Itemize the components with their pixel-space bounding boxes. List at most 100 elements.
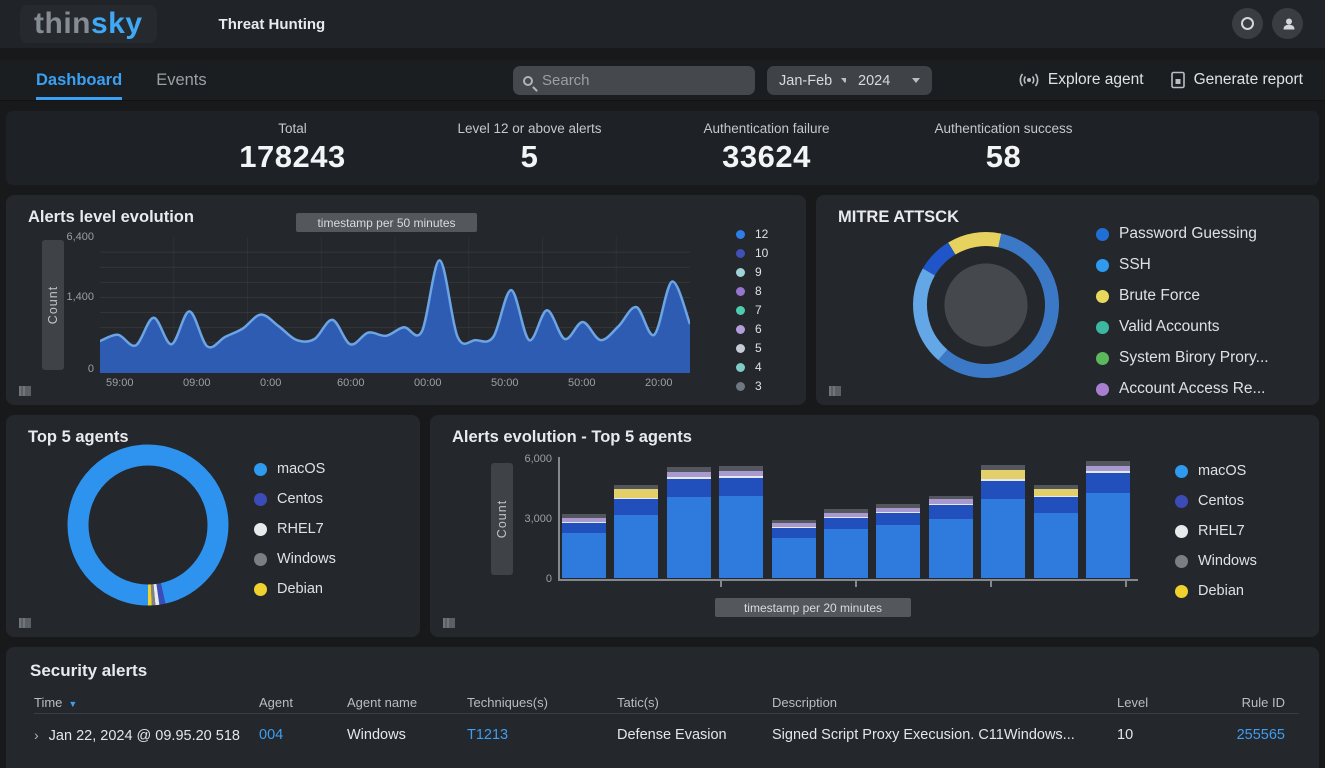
legend-item[interactable]: macOS (254, 461, 336, 477)
cell-techniques[interactable]: T1213 (467, 727, 509, 743)
legend-item[interactable]: Windows (1175, 553, 1257, 569)
bar-segment-macos (823, 528, 868, 578)
expand-row-icon[interactable]: › (34, 726, 39, 743)
bar-segment-centos (981, 480, 1026, 500)
stacked-bar[interactable] (981, 465, 1026, 578)
legend-item[interactable]: 8 (736, 284, 768, 298)
stacked-bar[interactable] (562, 514, 606, 578)
legend-item[interactable]: 6 (736, 322, 768, 336)
search-box[interactable] (513, 66, 755, 95)
broadcast-icon (1019, 73, 1039, 87)
table-row[interactable]: › Jan 22, 2024 @ 09.95.20 518 004 Windows T1… (34, 721, 1299, 749)
legend-item[interactable]: Account Access Re... (1096, 380, 1269, 398)
year-filter-dropdown[interactable]: 2024 (846, 66, 932, 95)
explore-agent-label: Explore agent (1047, 71, 1144, 88)
security-alerts-panel: Security alerts Time ▼ Agent Agent name Tech… (6, 647, 1319, 768)
column-header-time[interactable]: Time ▼ (34, 694, 78, 710)
cell-rule-id[interactable]: 255565 (1236, 727, 1285, 743)
legend-item[interactable]: 3 (736, 379, 768, 393)
legend-item[interactable]: 7 (736, 303, 768, 317)
month-filter-dropdown[interactable]: Jan-Feb (767, 66, 862, 95)
column-header-description[interactable]: Description (772, 694, 838, 710)
legend-item[interactable]: Windows (254, 551, 336, 567)
legend-item[interactable]: Valid Accounts (1096, 318, 1269, 336)
column-header-rule-id[interactable]: Rule ID (1241, 694, 1285, 710)
legend-item[interactable]: SSH (1096, 256, 1269, 274)
stacked-bar[interactable] (823, 509, 868, 578)
table-header-row: Time ▼ Agent Agent name Techniques(s) Tatic(s… (34, 691, 1299, 713)
legend-item[interactable]: 4 (736, 360, 768, 374)
legend-item[interactable]: Centos (254, 491, 336, 507)
legend-item[interactable]: System Birory Prory... (1096, 349, 1269, 367)
stacked-bar[interactable] (614, 485, 659, 578)
legend-item[interactable]: Password Guessing (1096, 225, 1269, 243)
top-bar: thinsky Threat Hunting (0, 0, 1325, 48)
agents-donut-chart[interactable] (66, 443, 230, 607)
search-input[interactable] (542, 72, 745, 89)
stacked-bar[interactable] (666, 466, 711, 578)
status-ring-button[interactable] (1232, 8, 1263, 39)
legend-label: 3 (755, 379, 762, 393)
legend-item[interactable]: 9 (736, 265, 768, 279)
stacked-bar-chart[interactable] (562, 460, 1130, 578)
generate-report-label: Generate report (1193, 71, 1303, 88)
explore-agent-button[interactable]: Explore agent (1018, 71, 1144, 89)
legend-item[interactable]: 5 (736, 341, 768, 355)
legend-dot-icon (1096, 289, 1109, 303)
x-tick-label: 09:00 (183, 377, 211, 389)
legend-label: 6 (755, 322, 762, 336)
column-header-agent-name[interactable]: Agent name (347, 694, 418, 710)
mitre-donut-chart[interactable] (906, 225, 1066, 385)
x-tick-label: 59:00 (106, 377, 134, 389)
sort-desc-icon[interactable]: ▼ (68, 698, 78, 709)
ring-icon (1241, 17, 1254, 30)
alerts-level-evolution-panel: Alerts level evolution timestamp per 50 … (6, 195, 806, 405)
legend-item[interactable]: 10 (736, 246, 768, 260)
tab-events[interactable]: Events (156, 70, 207, 89)
legend-label: 7 (755, 303, 762, 317)
column-header-tatic-s-[interactable]: Tatic(s) (617, 694, 659, 710)
tab-dashboard[interactable]: Dashboard (36, 60, 123, 100)
generate-report-button[interactable]: Generate report (1170, 71, 1303, 89)
legend-item[interactable]: RHEL7 (1175, 523, 1257, 539)
legend-item[interactable]: RHEL7 (254, 521, 336, 537)
bar-segment-centos (1033, 497, 1078, 514)
area-chart[interactable] (100, 237, 690, 373)
stacked-bar[interactable] (1085, 461, 1130, 578)
column-header-techniques-s-[interactable]: Techniques(s) (467, 694, 548, 710)
legend-item[interactable]: Debian (1175, 583, 1257, 599)
user-profile-button[interactable] (1272, 8, 1303, 39)
bar-segment-debian (1033, 488, 1078, 497)
legend-dot-icon (736, 286, 745, 296)
x-tick-label: 50:00 (491, 377, 519, 389)
legend-item[interactable]: 12 (736, 227, 768, 241)
legend-item[interactable]: Centos (1175, 493, 1257, 509)
legend-label: SSH (1119, 256, 1151, 273)
stacked-bar[interactable] (928, 495, 973, 578)
x-tick-mark (1125, 581, 1127, 587)
y-tick-label: 1,400 (66, 291, 94, 303)
panel-inspect-icon[interactable] (19, 386, 31, 396)
panel-title: Security alerts (30, 661, 148, 680)
y-tick-label: 0 (87, 363, 94, 375)
panel-inspect-icon[interactable] (829, 386, 841, 396)
cell-agent[interactable]: 004 (259, 727, 284, 743)
donut-slice (67, 444, 229, 606)
app-logo[interactable]: thinsky (20, 5, 157, 43)
legend-item[interactable]: Debian (254, 581, 336, 597)
stacked-bar[interactable] (719, 465, 764, 578)
stacked-bar[interactable] (1033, 484, 1078, 578)
stacked-bar[interactable] (771, 520, 816, 578)
stacked-bar[interactable] (876, 504, 921, 578)
legend-dot-icon (1175, 524, 1188, 538)
stat-label: Authentication success (934, 121, 1073, 136)
column-header-level[interactable]: Level (1117, 694, 1149, 710)
panel-inspect-icon[interactable] (19, 618, 31, 628)
bar-segment--unlabeled-purple- (823, 512, 868, 517)
legend-item[interactable]: Brute Force (1096, 287, 1269, 305)
panel-inspect-icon[interactable] (443, 618, 455, 628)
legend-item[interactable]: macOS (1175, 463, 1257, 479)
bar-segment-rhel7 (981, 479, 1026, 481)
bar-segment-macos (981, 499, 1026, 578)
column-header-agent[interactable]: Agent (259, 694, 293, 710)
